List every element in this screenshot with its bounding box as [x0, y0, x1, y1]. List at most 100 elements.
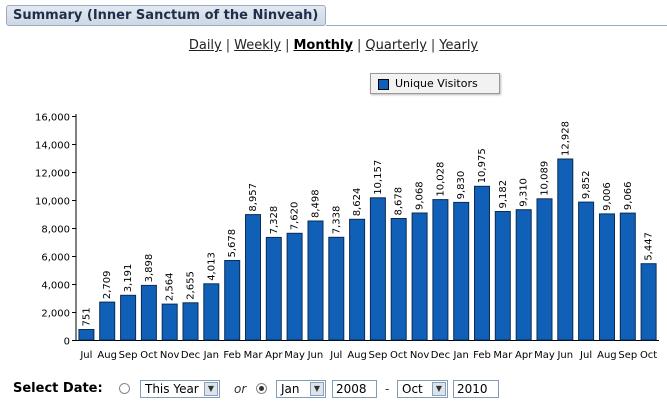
x-tick-label: Aug: [347, 350, 367, 361]
summary-header: Summary (Inner Sanctum of the Ninveah): [6, 5, 326, 26]
x-tick-label: Oct: [140, 350, 157, 361]
to-year-input[interactable]: 2010: [453, 380, 499, 398]
y-tick-label: 8,000: [41, 225, 70, 236]
from-month-select[interactable]: Jan ▼: [276, 380, 326, 398]
bar-value-label: 9,068: [415, 181, 426, 210]
bar: [536, 198, 553, 341]
bar: [349, 218, 366, 341]
bar-value-label: 9,830: [456, 171, 467, 200]
bar: [182, 302, 199, 341]
period-quarterly-link[interactable]: Quarterly: [365, 38, 427, 53]
bar-value-label: 2,564: [165, 272, 176, 301]
chevron-down-icon: ▼: [310, 382, 324, 396]
bar: [411, 212, 428, 341]
y-tick-label: 6,000: [41, 253, 70, 264]
bar: [640, 263, 657, 341]
bar: [245, 214, 261, 341]
bar: [161, 303, 178, 341]
bar-value-label: 8,957: [248, 183, 259, 212]
period-daily-link[interactable]: Daily: [188, 38, 222, 53]
separator: |: [225, 38, 231, 53]
x-tick-label: Oct: [390, 350, 407, 361]
x-tick-label: Jan: [203, 350, 219, 361]
legend-swatch: [378, 79, 389, 90]
bar-value-label: 10,028: [435, 162, 446, 197]
x-tick-label: Sep: [368, 350, 387, 361]
x-tick-label: Nov: [160, 350, 180, 361]
bar-value-label: 9,006: [602, 182, 613, 211]
bar: [307, 220, 324, 341]
x-tick-label: Sep: [618, 350, 637, 361]
bar-value-label: 10,157: [373, 160, 384, 195]
bar: [265, 236, 282, 341]
bar-value-label: 4,013: [206, 252, 217, 281]
y-tick-label: 10,000: [35, 197, 70, 208]
period-nav: Daily | Weekly | Monthly | Quarterly | Yearly: [0, 38, 667, 53]
y-tick-label: 14,000: [35, 141, 70, 152]
bar-value-label: 3,191: [123, 264, 134, 293]
bar: [369, 197, 386, 341]
y-tick-label: 4,000: [41, 281, 70, 292]
bar-value-label: 8,678: [394, 187, 405, 216]
y-tick-label: 0: [64, 337, 70, 348]
select-date-label: Select Date:: [13, 381, 103, 396]
range-radio[interactable]: [256, 383, 267, 394]
bar: [99, 301, 116, 341]
bar-value-label: 8,624: [352, 188, 363, 217]
bar: [140, 284, 157, 341]
bar: [515, 209, 532, 341]
x-tick-label: Nov: [410, 350, 430, 361]
chevron-down-icon: ▼: [432, 382, 446, 396]
x-tick-label: May: [284, 350, 305, 361]
page-title: Summary (Inner Sanctum of the Ninveah): [13, 8, 319, 23]
x-tick-label: May: [534, 350, 555, 361]
period-weekly-link[interactable]: Weekly: [234, 38, 282, 53]
x-tick-label: Feb: [473, 350, 491, 361]
x-tick-label: Aug: [97, 350, 117, 361]
period-monthly-link[interactable]: Monthly: [293, 38, 353, 53]
chart-legend: Unique Visitors: [370, 73, 500, 94]
bar: [494, 211, 511, 341]
x-tick-label: Apr: [265, 350, 283, 361]
range-dash: -: [385, 382, 390, 396]
bar-value-label: 7,620: [290, 202, 301, 231]
y-tick-label: 16,000: [35, 113, 70, 124]
to-month-select[interactable]: Oct ▼: [397, 380, 448, 398]
bar-value-label: 10,975: [477, 148, 488, 183]
bar-value-label: 9,066: [623, 181, 634, 210]
x-tick-label: Dec: [431, 350, 450, 361]
bar-value-label: 5,447: [644, 232, 655, 261]
bar-value-label: 10,089: [540, 161, 551, 196]
preset-select[interactable]: This Year ▼: [140, 380, 220, 398]
preset-radio[interactable]: [119, 383, 130, 394]
bar-value-label: 3,898: [144, 254, 155, 283]
from-year-input[interactable]: 2008: [332, 380, 377, 398]
bar: [619, 212, 636, 341]
bar: [453, 201, 470, 341]
bar-value-label: 2,709: [102, 270, 113, 299]
bar-value-label: 12,928: [560, 121, 571, 156]
bar: [599, 213, 615, 341]
bar: [78, 329, 95, 341]
header-rule: [326, 25, 667, 26]
bar-value-label: 2,655: [186, 271, 197, 300]
x-tick-label: Feb: [223, 350, 241, 361]
bar: [224, 260, 241, 341]
separator: |: [285, 38, 290, 53]
bar: [203, 283, 220, 341]
bar: [286, 232, 303, 341]
bar: [578, 201, 595, 341]
bar-value-label: 9,182: [498, 180, 509, 209]
x-tick-label: Jun: [307, 350, 324, 361]
x-tick-label: Dec: [181, 350, 200, 361]
period-yearly-link[interactable]: Yearly: [439, 38, 479, 53]
legend-label-unique-visitors: Unique Visitors: [395, 77, 478, 90]
bar-value-label: 751: [81, 307, 92, 326]
from-month-value: Jan: [281, 382, 300, 396]
visitors-bar-chart: 0 2,000 4,000 6,000 8,000 10,000 12,000 14,000 1…: [35, 113, 659, 361]
x-tick-label: Mar: [244, 350, 264, 361]
bar-value-label: 5,678: [227, 229, 238, 258]
separator: |: [430, 38, 436, 53]
separator: |: [356, 38, 362, 53]
bar-value-label: 8,498: [310, 189, 321, 218]
